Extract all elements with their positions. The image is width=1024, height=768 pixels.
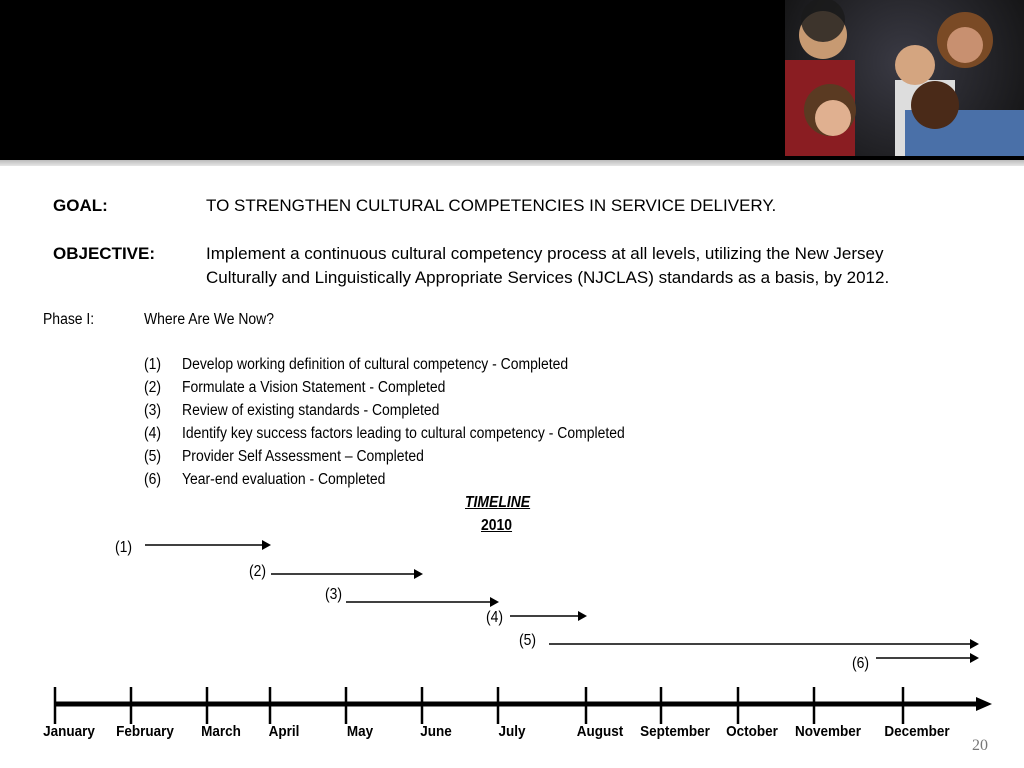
people-photo-icon: [785, 0, 1024, 156]
phase-item-text: Formulate a Vision Statement - Completed: [182, 379, 446, 396]
task-arrowhead: [414, 569, 423, 579]
task-arrowhead: [970, 639, 979, 649]
month-label: February: [116, 723, 174, 740]
objective-line1: Implement a continuous cultural competen…: [206, 244, 884, 263]
phase-item-number: (5): [144, 448, 162, 465]
month-label: June: [420, 723, 452, 740]
page-number: 20: [972, 737, 988, 754]
month-label: September: [640, 723, 710, 740]
objective-label: OBJECTIVE:: [53, 244, 156, 263]
goal-text: TO STRENGTHEN CULTURAL COMPETENCIES IN S…: [206, 196, 777, 215]
month-label: March: [201, 723, 241, 740]
month-label: October: [726, 723, 778, 740]
header-divider: [0, 160, 1024, 166]
month-label: December: [884, 723, 950, 740]
task-label: (1): [115, 539, 133, 556]
phase-item-text: Review of existing standards - Completed: [182, 402, 440, 419]
task-arrowhead: [262, 540, 271, 550]
month-label: May: [346, 723, 374, 740]
phase-item-number: (2): [144, 379, 162, 396]
month-label: November: [794, 723, 862, 740]
month-label: April: [268, 723, 300, 740]
timeline-axis-arrowhead: [976, 697, 992, 711]
timeline-title: TIMELINE: [465, 494, 531, 511]
phase-item-text: Develop working definition of cultural c…: [182, 356, 569, 373]
timeline-year: 2010: [481, 517, 513, 534]
task-label: (3): [325, 586, 343, 603]
phase-item-number: (4): [144, 425, 162, 442]
phase-title: Where Are We Now?: [144, 311, 274, 328]
phase-item-text: Year-end evaluation - Completed: [182, 471, 386, 488]
month-label: July: [498, 723, 526, 740]
goal-label: GOAL:: [53, 196, 108, 215]
objective-line2: Culturally and Linguistically Appropriat…: [206, 268, 890, 287]
task-label: (2): [249, 563, 267, 580]
task-arrowhead: [578, 611, 587, 621]
group-photo: [785, 0, 1024, 156]
phase-item-number: (6): [144, 471, 162, 488]
task-label: (6): [852, 655, 870, 672]
task-label: (5): [519, 632, 537, 649]
phase-item-text: Provider Self Assessment – Completed: [182, 448, 424, 465]
phase-item-text: Identify key success factors leading to …: [182, 425, 625, 442]
task-arrowhead: [490, 597, 499, 607]
month-label: August: [576, 723, 624, 740]
phase-label: Phase I:: [43, 311, 95, 328]
month-label: January: [43, 723, 95, 740]
phase-item-number: (1): [144, 356, 162, 373]
task-label: (4): [486, 609, 504, 626]
task-arrowhead: [970, 653, 979, 663]
phase-item-number: (3): [144, 402, 162, 419]
